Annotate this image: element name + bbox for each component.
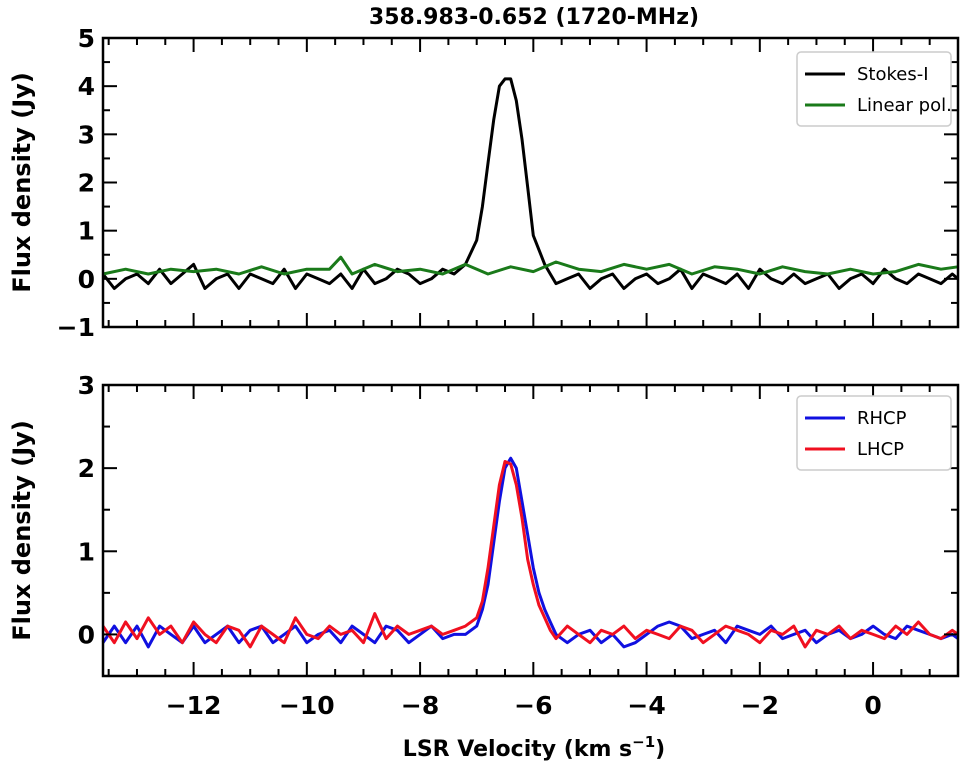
- y-tick-label: 0: [78, 620, 95, 649]
- y-axis-label: Flux density (Jy): [8, 420, 36, 641]
- y-axis-label: Flux density (Jy): [8, 72, 36, 293]
- bottom-panel: 0 1 2 3 −12 −10 −8 −6 −4 −2 0 Flux density (Jy) RHCP…: [8, 371, 960, 720]
- series-line-linear-pol: [102, 255, 959, 276]
- x-tick-label: 0: [864, 691, 881, 720]
- x-tick-label: −2: [741, 691, 779, 720]
- x-tick-label: −10: [279, 691, 335, 720]
- figure-title: 358.983-0.652 (1720-MHz): [369, 5, 699, 30]
- x-tick-label: −6: [514, 691, 552, 720]
- series-line-rhcp: [101, 456, 959, 649]
- legend-label: Stokes-I: [857, 64, 929, 85]
- legend: RHCP LHCP: [796, 395, 952, 471]
- y-tick-label: −1: [57, 313, 95, 342]
- legend-label: RHCP: [857, 408, 907, 429]
- series-line-lhcp: [101, 460, 959, 649]
- top-panel: −1 0 1 2 3 4 5 Flux density (Jy) Stokes-I Linear …: [8, 24, 960, 342]
- series-line-stokes-i: [101, 77, 959, 290]
- y-tick-label: 1: [78, 537, 95, 566]
- y-tick-label: 5: [78, 24, 95, 53]
- legend-box: [796, 395, 952, 471]
- y-tick-label: 2: [78, 454, 95, 483]
- x-tick-label: −12: [166, 691, 222, 720]
- y-tick-label: 0: [78, 265, 95, 294]
- legend: Stokes-I Linear pol.: [796, 51, 952, 127]
- x-axis-label: LSR Velocity (km s−1): [403, 733, 665, 762]
- y-tick-label: 3: [78, 371, 95, 400]
- x-tick-label: −8: [401, 691, 439, 720]
- axes-frame: [101, 383, 960, 678]
- x-tick-label: −4: [627, 691, 665, 720]
- legend-label: LHCP: [857, 439, 904, 460]
- y-tick-label: 4: [78, 72, 95, 101]
- legend-label: Linear pol.: [857, 95, 952, 116]
- y-tick-label: 2: [78, 169, 95, 198]
- y-tick-label: 1: [78, 217, 95, 246]
- legend-box: [796, 51, 952, 127]
- y-tick-label: 3: [78, 120, 95, 149]
